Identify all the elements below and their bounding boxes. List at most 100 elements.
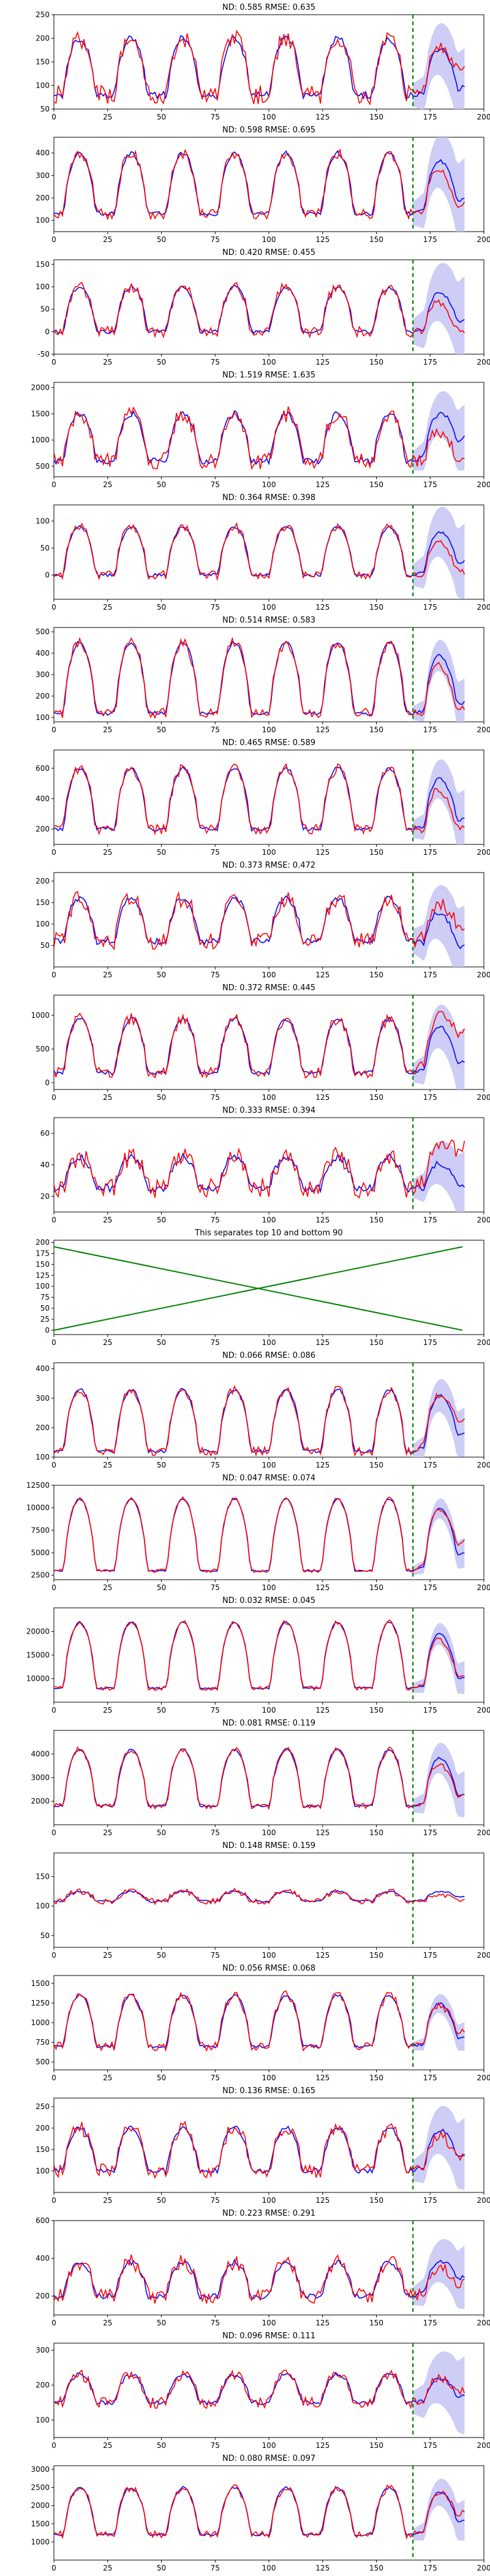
actual-line <box>54 1385 465 1457</box>
y-tick-label: 2000 <box>31 2501 50 2510</box>
forecast-band <box>413 1743 465 1817</box>
x-tick-label: 100 <box>262 2319 276 2327</box>
y-tick-label: 100 <box>36 713 50 722</box>
chart-panel-6: ND: 0.514 RMSE: 0.583 0 25 50 75 100 125 150 175… <box>36 616 490 734</box>
forecast-band <box>413 2239 465 2309</box>
x-tick-label: 25 <box>103 113 112 121</box>
forecast-band <box>413 262 465 354</box>
forecast-band <box>413 391 465 471</box>
x-tick-label: 50 <box>157 1583 166 1592</box>
y-tick-label: 1000 <box>31 1011 50 1020</box>
x-tick-label: 100 <box>262 2564 276 2572</box>
y-tick-label: 400 <box>36 794 50 803</box>
x-tick-label: 175 <box>423 971 437 979</box>
chart-panel-4: ND: 1.519 RMSE: 1.635 0 25 50 75 100 125 150 175… <box>31 371 490 489</box>
x-tick-label: 150 <box>369 1216 383 1224</box>
actual-line <box>54 29 466 106</box>
x-tick-label: 50 <box>157 358 166 366</box>
y-tick-label: 0 <box>45 327 50 336</box>
y-tick-label: 400 <box>36 149 50 157</box>
y-tick-label: 125 <box>36 1271 50 1279</box>
x-tick-label: 150 <box>369 1706 383 1714</box>
y-tick-label: 200 <box>36 1238 50 1247</box>
y-tick-label: 100 <box>36 2415 50 2424</box>
actual-line <box>54 1619 465 1691</box>
y-tick-label: 250 <box>36 2102 50 2111</box>
chart-panel-7: ND: 0.465 RMSE: 0.589 0 25 50 75 100 125 150 175… <box>36 738 490 857</box>
x-tick-label: 0 <box>51 1093 56 1102</box>
x-tick-label: 50 <box>157 1951 166 1960</box>
y-tick-label: 2000 <box>31 384 50 392</box>
plot-area <box>54 2221 465 2315</box>
x-tick-label: 25 <box>103 2074 112 2082</box>
x-tick-label: 150 <box>369 2564 383 2572</box>
x-tick-label: 50 <box>157 480 166 489</box>
x-tick-label: 150 <box>369 1951 383 1960</box>
x-tick-label: 100 <box>262 2441 276 2450</box>
chart-panel-1: ND: 0.585 RMSE: 0.635 0 25 50 75 100 125 150 175… <box>36 3 490 121</box>
x-tick-label: 125 <box>315 1216 330 1224</box>
y-tick-label: 0 <box>45 1078 50 1087</box>
x-tick-label: 150 <box>369 2074 383 2082</box>
x-tick-label: 175 <box>423 725 437 734</box>
y-tick-label: 10000 <box>26 1504 50 1512</box>
x-tick-label: 200 <box>477 848 490 857</box>
y-tick-label: 1500 <box>31 1979 50 1988</box>
y-tick-label: 500 <box>36 1045 50 1053</box>
y-tick-label: 3000 <box>31 2465 50 2474</box>
chart-panel-9: ND: 0.372 RMSE: 0.445 0 25 50 75 100 125 150 175… <box>31 983 490 1102</box>
prediction-line <box>54 895 465 950</box>
plot-area <box>54 627 466 722</box>
chart-panel-19: ND: 0.223 RMSE: 0.291 0 25 50 75 100 125 150 175… <box>36 2209 490 2327</box>
y-tick-label: 200 <box>36 2124 50 2132</box>
prediction-line <box>54 2485 465 2537</box>
chart-panel-8: ND: 0.373 RMSE: 0.472 0 25 50 75 100 125 150 175… <box>36 861 490 979</box>
chart-panel-10: ND: 0.333 RMSE: 0.394 0 25 50 75 100 125 150 175… <box>40 1106 490 1224</box>
x-tick-label: 100 <box>262 1216 276 1224</box>
x-tick-label: 0 <box>51 2564 56 2572</box>
actual-line <box>54 2484 465 2540</box>
x-tick-label: 175 <box>423 1583 437 1592</box>
chart-title: ND: 0.056 RMSE: 0.068 <box>222 1964 315 1973</box>
y-tick-label: 175 <box>36 1249 50 1257</box>
prediction-line <box>54 640 466 716</box>
y-tick-label: 200 <box>36 877 50 885</box>
x-tick-label: 150 <box>369 1338 383 1347</box>
y-tick-label: 3000 <box>31 1773 50 1782</box>
actual-line <box>54 1139 466 1199</box>
x-tick-label: 200 <box>477 2319 490 2327</box>
x-tick-label: 75 <box>211 2074 220 2082</box>
y-tick-label: 300 <box>36 1394 50 1403</box>
x-tick-label: 175 <box>423 1093 437 1102</box>
y-tick-label: 50 <box>40 544 50 552</box>
x-tick-label: 100 <box>262 848 276 857</box>
plot-area <box>54 260 466 354</box>
y-tick-label: 10000 <box>26 1675 50 1683</box>
y-tick-label: 50 <box>40 1304 50 1313</box>
x-tick-label: 150 <box>369 1828 383 1837</box>
x-tick-label: 150 <box>369 480 383 489</box>
chart-title: ND: 0.096 RMSE: 0.111 <box>222 2332 315 2341</box>
x-tick-label: 25 <box>103 2441 112 2450</box>
chart-panel-11: This separates top 10 and bottom 90 0 25 50… <box>36 1229 490 1347</box>
x-tick-label: 75 <box>211 1583 220 1592</box>
x-tick-label: 150 <box>369 1583 383 1592</box>
x-tick-label: 125 <box>315 725 330 734</box>
x-tick-label: 125 <box>315 480 330 489</box>
x-tick-label: 125 <box>315 2074 330 2082</box>
plot-area <box>54 2466 465 2560</box>
plot-area <box>54 137 466 232</box>
y-tick-label: 100 <box>36 1902 50 1911</box>
y-tick-label: 100 <box>36 282 50 291</box>
actual-line <box>54 637 466 719</box>
x-tick-label: 125 <box>315 113 330 121</box>
x-tick-label: 100 <box>262 2074 276 2082</box>
x-tick-label: 0 <box>51 1216 56 1224</box>
x-tick-label: 100 <box>262 1338 276 1347</box>
x-tick-label: 175 <box>423 2564 437 2572</box>
x-tick-label: 125 <box>315 971 330 979</box>
x-tick-label: 0 <box>51 235 56 244</box>
chart-title: ND: 0.047 RMSE: 0.074 <box>222 1474 315 1483</box>
x-tick-label: 25 <box>103 1951 112 1960</box>
y-tick-label: 250 <box>36 10 50 19</box>
